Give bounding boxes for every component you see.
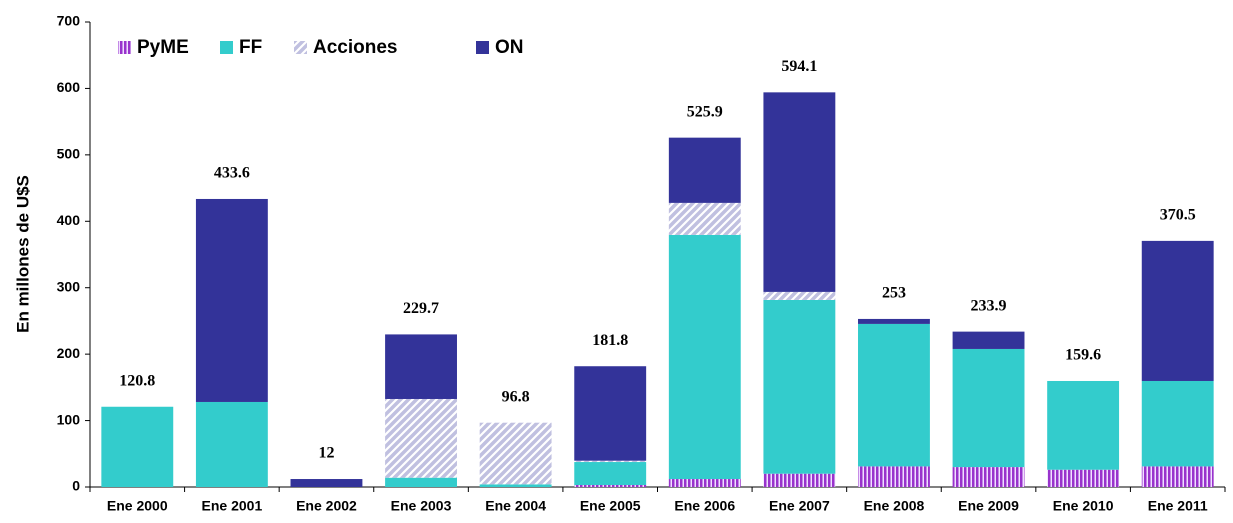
y-tick-label: 200 bbox=[57, 345, 81, 361]
bar-segment bbox=[574, 366, 647, 461]
bar-segment bbox=[479, 484, 552, 487]
bar-segment bbox=[952, 348, 1025, 468]
legend-label: PyME bbox=[137, 37, 189, 58]
y-tick-label: 0 bbox=[72, 478, 80, 494]
total-label: 233.9 bbox=[971, 297, 1007, 314]
legend-swatch bbox=[294, 41, 307, 54]
bar-segment bbox=[668, 137, 741, 203]
bar-segment bbox=[574, 460, 647, 463]
bar-segment bbox=[858, 318, 930, 324]
bar-segment bbox=[1047, 380, 1120, 470]
x-tick-label: Ene 2001 bbox=[202, 498, 263, 514]
x-tick-label: Ene 2009 bbox=[958, 498, 1019, 514]
bar-segment bbox=[385, 477, 457, 487]
bar-segment bbox=[1047, 469, 1120, 487]
bar-segment bbox=[101, 406, 174, 487]
x-tick-label: Ene 2010 bbox=[1053, 498, 1114, 514]
bar-segment bbox=[574, 485, 647, 487]
y-tick-label: 600 bbox=[57, 79, 81, 95]
legend-label: Acciones bbox=[313, 37, 397, 58]
legend-label: ON bbox=[495, 37, 524, 58]
bar-segment bbox=[1141, 466, 1214, 487]
total-label: 253 bbox=[882, 285, 906, 302]
bar-segment bbox=[479, 422, 552, 485]
y-tick-label: 300 bbox=[57, 278, 81, 294]
bar-segment bbox=[668, 479, 741, 487]
y-tick-label: 500 bbox=[57, 146, 81, 162]
bar-segment bbox=[195, 401, 268, 487]
y-axis-label: En millones de U$S bbox=[13, 175, 32, 333]
total-label: 433.6 bbox=[214, 165, 250, 182]
bar-segment bbox=[763, 291, 836, 300]
x-tick-label: Ene 2002 bbox=[296, 498, 357, 514]
total-label: 229.7 bbox=[403, 300, 439, 317]
total-label: 594.1 bbox=[781, 58, 817, 75]
bar-segment bbox=[290, 479, 363, 487]
bar-segment bbox=[952, 467, 1025, 487]
bar-segment bbox=[195, 198, 268, 402]
bar-segment bbox=[385, 334, 457, 399]
bar-segment bbox=[385, 398, 457, 478]
bar-segment bbox=[574, 462, 647, 486]
x-tick-label: Ene 2011 bbox=[1148, 498, 1208, 514]
total-label: 525.9 bbox=[687, 103, 723, 120]
bar-segment bbox=[1141, 380, 1214, 467]
total-label: 370.5 bbox=[1160, 207, 1196, 224]
legend-swatch bbox=[476, 41, 489, 54]
bar-segment bbox=[668, 202, 741, 235]
x-tick-label: Ene 2007 bbox=[769, 498, 830, 514]
y-tick-label: 700 bbox=[57, 13, 81, 29]
bar-segment bbox=[952, 331, 1025, 349]
y-tick-label: 100 bbox=[57, 411, 81, 427]
bar-segment bbox=[763, 92, 836, 292]
legend-swatch bbox=[118, 41, 131, 54]
total-label: 120.8 bbox=[119, 372, 155, 389]
total-label: 181.8 bbox=[592, 332, 628, 349]
legend-swatch bbox=[220, 41, 233, 54]
x-tick-label: Ene 2005 bbox=[580, 498, 641, 514]
bar-segment bbox=[858, 466, 930, 487]
x-tick-label: Ene 2006 bbox=[674, 498, 735, 514]
bar-segment bbox=[763, 299, 836, 474]
x-tick-label: Ene 2008 bbox=[864, 498, 925, 514]
bar-segment bbox=[763, 473, 836, 487]
legend-label: FF bbox=[239, 37, 262, 58]
total-label: 12 bbox=[318, 445, 334, 462]
y-tick-label: 400 bbox=[57, 212, 81, 228]
x-tick-label: Ene 2003 bbox=[391, 498, 452, 514]
bar-segment bbox=[858, 323, 930, 467]
bar-segment bbox=[1141, 240, 1214, 381]
bar-segment bbox=[668, 234, 741, 480]
total-label: 159.6 bbox=[1065, 347, 1101, 364]
x-tick-label: Ene 2000 bbox=[107, 498, 168, 514]
total-label: 96.8 bbox=[502, 388, 530, 405]
x-tick-label: Ene 2004 bbox=[485, 498, 546, 514]
